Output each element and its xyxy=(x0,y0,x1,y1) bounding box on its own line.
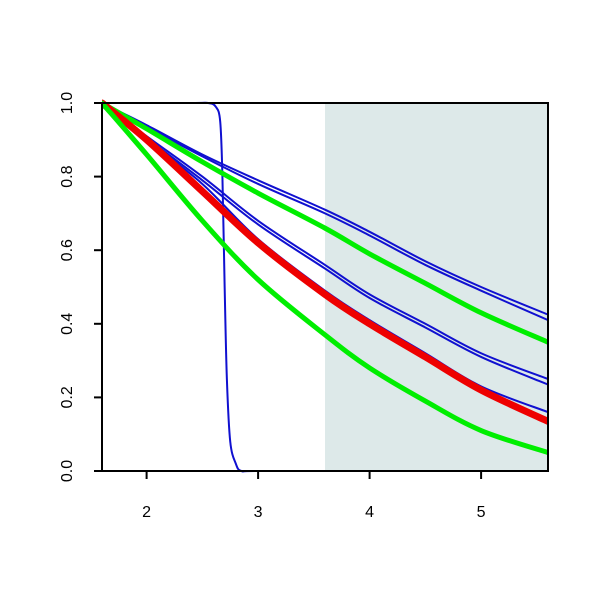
plot-frame-layer xyxy=(101,102,549,472)
y-tick-label: 0.0 xyxy=(59,460,76,482)
y-tick-label: 0.4 xyxy=(59,313,76,335)
series-line-7 xyxy=(102,100,548,345)
series-line-4 xyxy=(102,102,548,380)
x-tick-label: 5 xyxy=(477,504,486,521)
y-tick-label: 0.2 xyxy=(59,386,76,408)
y-axis: 0.0 0.2 0.4 0.6 0.8 1.0 xyxy=(59,92,102,482)
y-tick-label: 1.0 xyxy=(59,92,76,114)
x-tick-label: 4 xyxy=(365,504,374,521)
series-line-2 xyxy=(102,102,548,316)
series-line-3 xyxy=(102,102,548,322)
x-axis: 2 3 4 5 xyxy=(142,471,486,521)
y-tick-label: 0.6 xyxy=(59,239,76,261)
series-line-8 xyxy=(102,99,548,425)
x-tick-label: 2 xyxy=(142,504,151,521)
y-tick-label: 0.8 xyxy=(59,165,76,187)
series-layer xyxy=(102,99,548,473)
plot-frame xyxy=(101,102,549,472)
series-line-9 xyxy=(102,100,548,456)
x-tick-label: 3 xyxy=(254,504,263,521)
